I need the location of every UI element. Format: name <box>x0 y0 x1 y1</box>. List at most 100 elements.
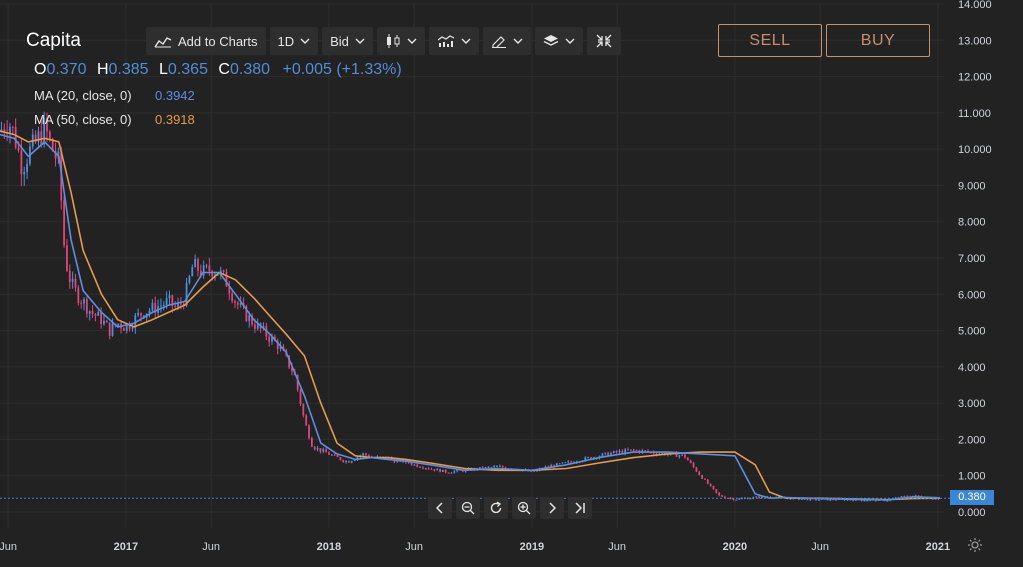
x-tick-label: Jun <box>0 541 17 553</box>
candle-body <box>729 498 732 500</box>
candle-body <box>262 326 265 329</box>
ma20-label: MA (20, close, 0) <box>34 88 132 103</box>
collapse-button[interactable] <box>586 27 621 55</box>
candle-body <box>684 454 686 458</box>
last-price-tag: 0.380 <box>950 490 994 505</box>
scroll-to-end-icon <box>575 502 585 514</box>
x-tick-label: Jun <box>202 541 220 553</box>
candle-body <box>211 271 214 277</box>
candle-body <box>333 454 336 456</box>
candle-body <box>11 126 14 128</box>
candle-body <box>498 465 501 467</box>
candle-body <box>328 452 330 455</box>
y-tick-label: 1.000 <box>958 471 986 483</box>
chevron-down-icon <box>461 38 471 44</box>
symbol-title: Capita <box>26 30 81 51</box>
candle-body <box>863 500 866 502</box>
candle-body <box>46 117 48 132</box>
candle-body <box>934 498 937 500</box>
candle-body <box>735 499 738 501</box>
interval-dropdown[interactable]: 1D <box>269 27 319 55</box>
buy-button[interactable]: BUY <box>826 24 930 57</box>
candle-body <box>658 453 661 455</box>
candle-body <box>94 313 97 316</box>
ma20-legend[interactable]: MA (20, close, 0) 0.3942 <box>34 88 195 103</box>
candle-body <box>416 464 419 467</box>
candle-body <box>279 346 282 349</box>
zoom-in-icon <box>517 501 531 515</box>
candle-body <box>202 265 205 276</box>
gear-icon[interactable] <box>967 537 983 553</box>
scroll-left-button[interactable] <box>428 497 452 519</box>
candle-body <box>367 455 370 458</box>
candle-body <box>914 495 917 497</box>
candle-body <box>20 150 23 175</box>
candle-body <box>422 467 424 469</box>
candle-body <box>342 460 345 462</box>
price-type-dropdown[interactable]: Bid <box>322 27 373 55</box>
chart-type-dropdown[interactable] <box>376 27 425 55</box>
scroll-right-button[interactable] <box>540 497 564 519</box>
candle-body <box>71 278 74 282</box>
candle-body <box>154 302 157 313</box>
candle-body <box>254 324 256 329</box>
reset-button[interactable] <box>484 497 508 519</box>
scroll-to-latest-button[interactable] <box>568 497 592 519</box>
candle-body <box>800 498 803 500</box>
candle-body <box>758 496 760 498</box>
candle-body <box>931 498 934 500</box>
candle-body <box>612 451 615 454</box>
candle-body <box>14 127 17 148</box>
candle-body <box>365 453 367 456</box>
candle-body <box>424 468 427 470</box>
candle-body <box>356 456 359 460</box>
zoom-in-button[interactable] <box>512 497 536 519</box>
indicators-icon <box>437 35 455 47</box>
candle-body <box>276 340 279 349</box>
candle-body <box>123 328 125 331</box>
y-tick-label: 12.000 <box>958 72 992 84</box>
candle-body <box>601 453 604 457</box>
candle-body <box>701 474 704 479</box>
zoom-out-button[interactable] <box>456 497 480 519</box>
ohlc-legend: O0.370 H0.385 L0.365 C0.380 +0.005 (+1.3… <box>34 61 402 79</box>
candle-body <box>103 320 105 325</box>
candle-body <box>63 200 65 246</box>
candle-body <box>271 336 273 342</box>
y-tick-label: 4.000 <box>958 362 986 374</box>
layers-dropdown[interactable] <box>534 27 583 55</box>
candle-body <box>900 496 903 498</box>
candle-body <box>607 452 610 456</box>
candle-body <box>806 498 809 501</box>
candle-body <box>709 483 712 486</box>
chevron-down-icon <box>407 38 417 44</box>
y-tick-label: 9.000 <box>958 180 986 192</box>
price-type-label: Bid <box>330 33 349 49</box>
indicators-dropdown[interactable] <box>428 27 479 55</box>
candle-body <box>134 315 137 328</box>
add-to-charts-button[interactable]: Add to Charts <box>146 27 266 55</box>
candle-body <box>0 129 3 131</box>
candle-body <box>817 499 820 501</box>
candle-body <box>704 478 706 480</box>
candle-body <box>618 450 621 453</box>
x-tick-label: Jun <box>608 541 626 553</box>
y-tick-label: 2.000 <box>958 434 986 446</box>
candle-body <box>746 497 749 500</box>
candle-body <box>487 467 490 469</box>
candle-body <box>319 448 322 452</box>
candle-body <box>587 457 590 459</box>
drawing-tools-dropdown[interactable] <box>482 27 531 55</box>
candle-body <box>584 457 587 461</box>
candle-body <box>268 336 271 342</box>
candle-body <box>632 449 635 451</box>
candle-body <box>627 449 629 451</box>
candle-body <box>430 468 433 470</box>
candle-body <box>481 467 484 469</box>
candle-body <box>137 312 140 316</box>
ma50-legend[interactable]: MA (50, close, 0) 0.3918 <box>34 112 195 127</box>
sell-button[interactable]: SELL <box>718 24 822 57</box>
candle-body <box>678 455 681 457</box>
candle-body <box>433 469 436 471</box>
